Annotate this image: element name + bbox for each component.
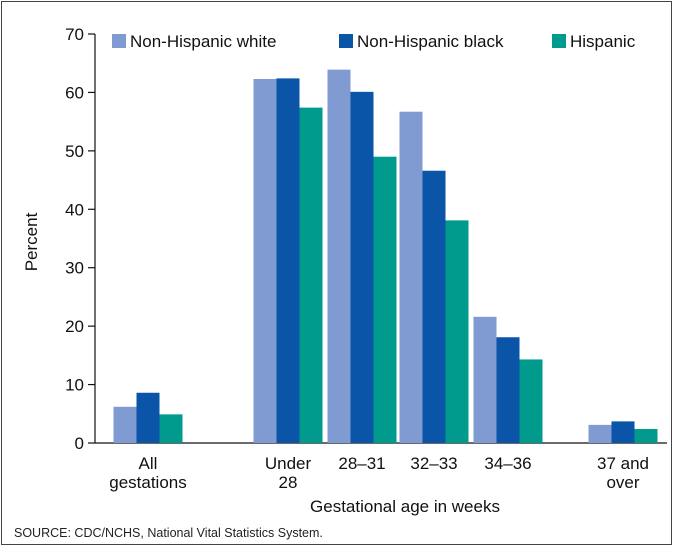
bar-non-hispanic-white bbox=[253, 78, 277, 444]
bar-non-hispanic-black bbox=[276, 78, 300, 444]
x-tick-labels: All gestations Under 28 28–31 32–33 34–36 37 an… bbox=[109, 454, 649, 492]
y-tick-label: 10 bbox=[65, 376, 84, 395]
bar-non-hispanic-black bbox=[611, 421, 635, 443]
x-tick-label: 32–33 bbox=[410, 454, 457, 473]
x-tick-label: 28–31 bbox=[338, 454, 385, 473]
bar-non-hispanic-white bbox=[399, 111, 423, 444]
bar-hispanic bbox=[299, 107, 323, 444]
y-tick-label: 30 bbox=[65, 259, 84, 278]
x-tick-label: 37 and over bbox=[597, 454, 649, 492]
y-tick-label: 0 bbox=[75, 434, 84, 453]
bar-non-hispanic-white bbox=[327, 69, 351, 444]
bar-non-hispanic-white bbox=[588, 424, 612, 443]
bar-non-hispanic-white bbox=[113, 406, 137, 443]
x-axis-label: Gestational age in weeks bbox=[310, 497, 500, 516]
bar-non-hispanic-black bbox=[136, 392, 160, 443]
y-tick-label: 40 bbox=[65, 200, 84, 219]
bar-hispanic bbox=[634, 428, 658, 443]
bar-hispanic bbox=[159, 414, 183, 443]
bar-non-hispanic-white bbox=[473, 316, 497, 443]
y-tick-labels: 0 10 20 30 40 50 60 70 bbox=[65, 25, 84, 453]
legend-swatch bbox=[339, 34, 353, 48]
y-tick-label: 70 bbox=[65, 25, 84, 44]
legend: Non-Hispanic white Non-Hispanic black Hisp… bbox=[112, 32, 636, 51]
x-tick-label: 34–36 bbox=[484, 454, 531, 473]
bar-non-hispanic-black bbox=[350, 91, 374, 443]
bar-hispanic bbox=[445, 220, 469, 443]
x-tick-label: Under 28 bbox=[265, 454, 312, 492]
legend-swatch bbox=[552, 34, 566, 48]
x-tick-label: All gestations bbox=[109, 454, 187, 492]
y-tick-label: 60 bbox=[65, 83, 84, 102]
bar-hispanic bbox=[373, 156, 397, 443]
legend-label: Non-Hispanic white bbox=[130, 32, 276, 51]
legend-label: Non-Hispanic black bbox=[357, 32, 504, 51]
bar-non-hispanic-black bbox=[422, 170, 446, 444]
bars bbox=[113, 69, 658, 444]
source-note: SOURCE: CDC/NCHS, National Vital Statist… bbox=[14, 526, 323, 540]
bar-hispanic bbox=[519, 359, 543, 443]
legend-swatch bbox=[112, 34, 126, 48]
legend-label: Hispanic bbox=[570, 32, 636, 51]
y-axis-label: Percent bbox=[22, 212, 41, 271]
bar-non-hispanic-black bbox=[496, 337, 520, 443]
y-tick-label: 50 bbox=[65, 142, 84, 161]
y-tick-label: 20 bbox=[65, 317, 84, 336]
